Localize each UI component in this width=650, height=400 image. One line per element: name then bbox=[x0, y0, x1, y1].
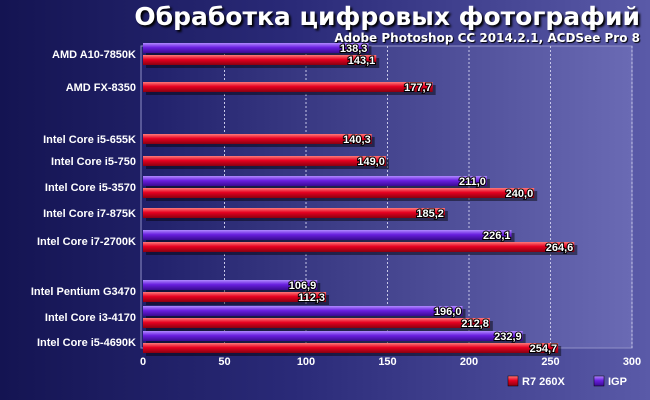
r7-value-label: 254,7 bbox=[530, 343, 558, 355]
r7-bar bbox=[143, 318, 490, 328]
category-labels: AMD A10-7850K AMD FX-8350 Intel Core i5-65… bbox=[31, 49, 136, 349]
category-label: Intel Core i3-4170 bbox=[45, 312, 136, 324]
igp-bar bbox=[143, 176, 487, 186]
igp-value-label: 226,1 bbox=[483, 230, 511, 242]
igp-value-label: 232,9 bbox=[494, 331, 522, 343]
category-label: AMD FX-8350 bbox=[66, 82, 136, 94]
x-tick-label: 100 bbox=[297, 356, 315, 368]
r7-bar bbox=[143, 292, 327, 302]
legend-swatch-igp bbox=[593, 375, 605, 387]
igp-bar bbox=[143, 230, 512, 240]
x-tick-label: 50 bbox=[218, 356, 230, 368]
r7-value-label: 264,6 bbox=[546, 242, 574, 254]
r7-bar bbox=[143, 208, 445, 218]
igp-bar bbox=[143, 43, 369, 53]
r7-bar bbox=[143, 156, 386, 166]
r7-value-label: 149,0 bbox=[357, 156, 385, 168]
igp-bar bbox=[143, 331, 523, 341]
category-label: Intel Core i5-750 bbox=[51, 156, 136, 168]
r7-bar bbox=[143, 343, 559, 353]
chart-title: Обработка цифровых фотографий bbox=[134, 2, 640, 31]
category-label: Intel Core i5-655K bbox=[43, 134, 136, 146]
igp-bar bbox=[143, 306, 463, 316]
igp-value-label: 196,0 bbox=[434, 306, 462, 318]
r7-value-label: 143,1 bbox=[348, 55, 376, 67]
r7-value-label: 112,3 bbox=[298, 292, 325, 304]
r7-value-label: 240,0 bbox=[506, 188, 534, 200]
r7-bar bbox=[143, 242, 575, 252]
r7-value-label: 140,3 bbox=[343, 134, 371, 146]
r7-value-label: 212,8 bbox=[461, 318, 489, 330]
category-label: Intel Core i5-3570 bbox=[45, 182, 136, 194]
category-label: Intel Core i5-4690K bbox=[37, 337, 136, 349]
category-label: Intel Core i7-2700K bbox=[37, 236, 136, 248]
r7-bar bbox=[143, 134, 372, 144]
category-label: Intel Core i7-875K bbox=[43, 208, 136, 220]
r7-bar bbox=[143, 82, 433, 92]
igp-value-label: 211,0 bbox=[459, 176, 486, 188]
category-label: Intel Pentium G3470 bbox=[31, 286, 136, 298]
igp-value-label: 106,9 bbox=[289, 280, 317, 292]
x-tick-label: 300 bbox=[623, 356, 641, 368]
r7-value-label: 177,7 bbox=[404, 82, 432, 94]
r7-value-label: 185,2 bbox=[416, 208, 444, 220]
legend: R7 260X IGP bbox=[507, 375, 627, 388]
igp-bar bbox=[143, 280, 318, 290]
igp-value-label: 138,3 bbox=[340, 43, 368, 55]
x-tick-label: 200 bbox=[460, 356, 478, 368]
x-tick-label: 0 bbox=[140, 356, 146, 368]
category-label: AMD A10-7850K bbox=[52, 49, 136, 61]
x-tick-label: 150 bbox=[378, 356, 396, 368]
legend-label-r7: R7 260X bbox=[522, 376, 565, 388]
r7-bar bbox=[143, 55, 377, 65]
legend-label-igp: IGP bbox=[608, 376, 627, 388]
legend-swatch-r7 bbox=[507, 375, 519, 387]
r7-bar bbox=[143, 188, 535, 198]
x-tick-labels: 0 50 100 150 200 250 300 bbox=[140, 356, 641, 368]
x-tick-label: 250 bbox=[541, 356, 559, 368]
chart-subtitle: Adobe Photoshop CC 2014.2.1, ACDSee Pro … bbox=[334, 31, 640, 45]
